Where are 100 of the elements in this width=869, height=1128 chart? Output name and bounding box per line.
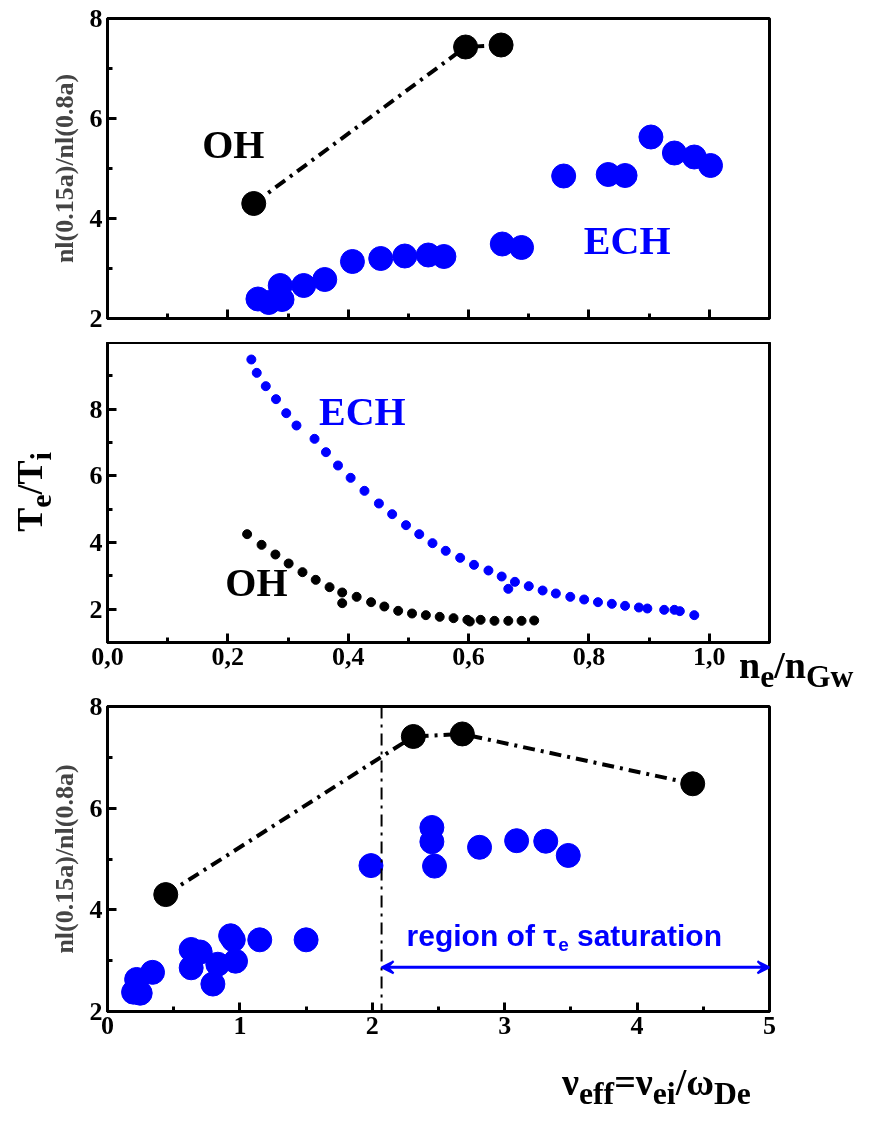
point xyxy=(469,559,480,570)
point xyxy=(555,842,581,868)
point xyxy=(281,408,292,419)
point xyxy=(440,545,451,556)
point xyxy=(392,243,418,269)
point xyxy=(509,576,520,587)
point xyxy=(551,163,577,189)
point xyxy=(366,597,377,608)
point xyxy=(449,721,475,747)
point xyxy=(661,140,687,166)
point xyxy=(291,420,302,431)
point xyxy=(592,597,603,608)
point xyxy=(241,191,267,216)
point xyxy=(242,529,253,540)
point xyxy=(509,235,535,260)
y-axis-title: nl(0.15a)/nl(0.8a) xyxy=(49,764,79,954)
y-tick-label: 6 xyxy=(89,793,103,823)
y-tick-label: 8 xyxy=(89,692,103,721)
x-axis-title: ν$_{eff}$=ν$_{ei}$/ω$_{De}$ xyxy=(562,1061,751,1111)
point xyxy=(565,591,576,602)
x-tick-label: 3 xyxy=(498,1010,512,1040)
point xyxy=(422,853,448,879)
point xyxy=(373,498,384,509)
point xyxy=(247,927,273,953)
point xyxy=(550,588,561,599)
point xyxy=(453,34,479,60)
point xyxy=(455,552,466,563)
point xyxy=(642,603,653,614)
point xyxy=(393,605,404,616)
point xyxy=(467,834,493,860)
point xyxy=(516,615,527,626)
x-axis-title: n$_{e}$/n$_{Gw}$ xyxy=(739,644,854,694)
point xyxy=(291,273,317,298)
point xyxy=(689,610,700,621)
point xyxy=(312,267,338,292)
point xyxy=(200,971,226,997)
point xyxy=(246,354,257,365)
x-tick-label: 2 xyxy=(365,1010,379,1040)
y-tick-label: 4 xyxy=(89,528,103,557)
point xyxy=(523,581,534,592)
point xyxy=(368,246,394,271)
point xyxy=(297,567,308,578)
point xyxy=(337,587,348,598)
point xyxy=(345,472,356,483)
point xyxy=(387,509,398,520)
point xyxy=(698,153,724,178)
point xyxy=(434,611,445,622)
point xyxy=(537,585,548,596)
point xyxy=(293,927,319,953)
point xyxy=(251,367,262,378)
point xyxy=(633,602,644,613)
x-tick-label: 0,6 xyxy=(452,641,485,671)
point xyxy=(359,485,370,496)
point xyxy=(400,724,426,749)
point xyxy=(153,882,179,908)
point xyxy=(529,615,540,626)
point xyxy=(659,604,670,615)
point xyxy=(427,538,438,549)
point xyxy=(503,615,514,626)
point xyxy=(309,433,320,444)
x-tick-label: 4 xyxy=(630,1010,644,1040)
point xyxy=(407,608,418,619)
point xyxy=(504,828,530,854)
point xyxy=(339,249,365,274)
point xyxy=(324,582,335,593)
y-tick-label: 6 xyxy=(89,461,103,491)
x-tick-label: 0,8 xyxy=(572,641,606,671)
x-tick-label: 1,0 xyxy=(693,641,726,671)
point xyxy=(223,948,249,974)
y-tick-label: 8 xyxy=(89,4,103,33)
point xyxy=(337,598,348,609)
point xyxy=(489,615,500,626)
x-tick-label: 0,0 xyxy=(91,641,124,671)
point xyxy=(579,594,590,605)
y-tick-label: 2 xyxy=(89,304,103,333)
point xyxy=(401,520,411,531)
point xyxy=(503,583,514,594)
point xyxy=(488,32,514,58)
series-label: OH xyxy=(225,560,288,605)
point xyxy=(320,447,331,458)
point xyxy=(310,574,321,585)
point xyxy=(333,460,343,471)
y-axis-title: nl(0.15a)/nl(0.8a) xyxy=(49,73,79,264)
x-tick-label: 1 xyxy=(233,1010,247,1040)
point xyxy=(496,571,507,582)
x-tick-label: 0 xyxy=(101,1010,114,1040)
point xyxy=(283,558,294,569)
y-tick-label: 6 xyxy=(89,104,103,133)
point xyxy=(358,853,384,879)
point xyxy=(680,771,706,797)
y-tick-label: 4 xyxy=(89,204,103,233)
x-tick-label: 0,4 xyxy=(331,641,365,671)
x-tick-label: 5 xyxy=(763,1010,776,1040)
series-label: ECH xyxy=(583,218,671,263)
point xyxy=(638,124,664,150)
point xyxy=(271,394,282,405)
series-label: OH xyxy=(202,122,265,167)
point xyxy=(448,613,459,624)
point xyxy=(475,614,486,625)
y-tick-label: 2 xyxy=(89,594,103,624)
